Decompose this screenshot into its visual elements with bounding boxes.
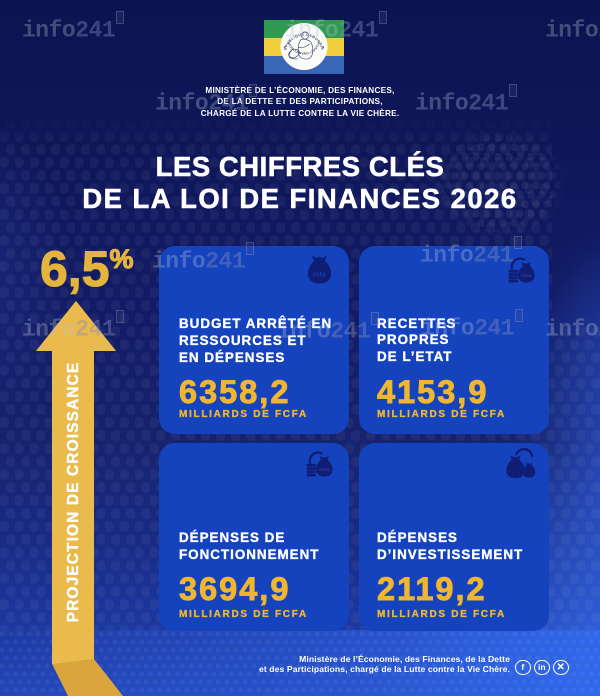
svg-text:FCFA: FCFA: [521, 274, 531, 278]
svg-text:FCFA: FCFA: [319, 468, 329, 472]
svg-text:FCFA: FCFA: [313, 273, 326, 279]
